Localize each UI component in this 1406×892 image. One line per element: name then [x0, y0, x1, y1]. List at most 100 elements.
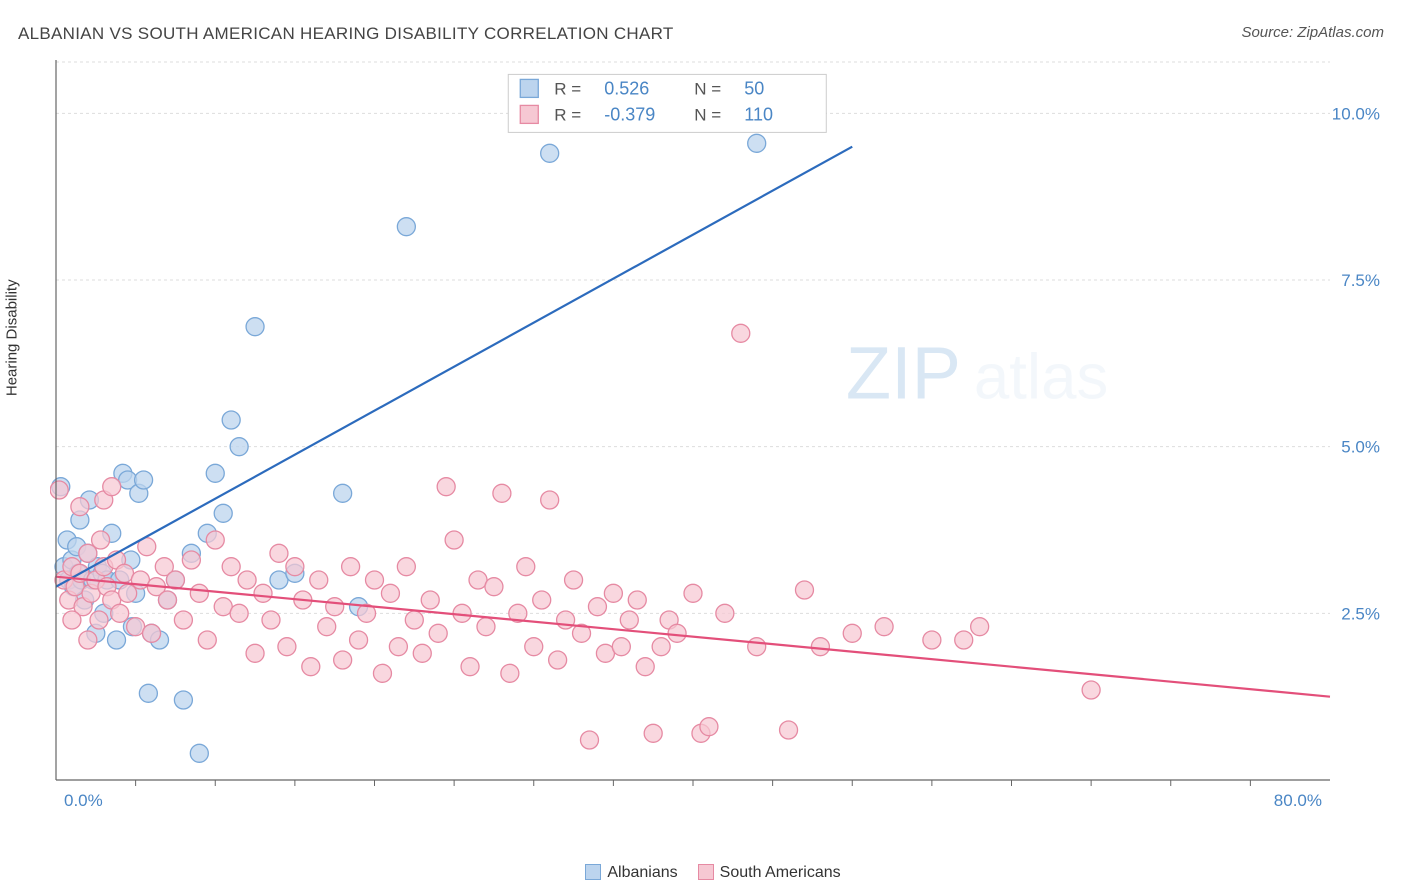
data-point: [533, 591, 551, 609]
legend-r-value: -0.379: [604, 104, 655, 124]
data-point: [541, 491, 559, 509]
scatter-plot: 2.5%5.0%7.5%10.0%ZIPatlas0.0%80.0%R =0.5…: [50, 52, 1390, 824]
data-point: [214, 504, 232, 522]
legend-n-label: N =: [694, 105, 721, 124]
data-point: [302, 658, 320, 676]
data-point: [628, 591, 646, 609]
data-point: [565, 571, 583, 589]
data-point: [230, 438, 248, 456]
data-point: [636, 658, 654, 676]
data-point: [182, 551, 200, 569]
data-point: [381, 584, 399, 602]
data-point: [310, 571, 328, 589]
data-point: [366, 571, 384, 589]
data-point: [334, 651, 352, 669]
legend-n-value: 50: [744, 78, 764, 98]
data-point: [254, 584, 272, 602]
data-point: [461, 658, 479, 676]
legend-label: Albanians: [607, 864, 677, 881]
data-point: [811, 638, 829, 656]
data-point: [477, 618, 495, 636]
data-point: [612, 638, 630, 656]
y-tick-label: 2.5%: [1341, 604, 1380, 623]
data-point: [334, 484, 352, 502]
data-point: [108, 631, 126, 649]
data-point: [79, 631, 97, 649]
data-point: [485, 578, 503, 596]
data-point: [373, 664, 391, 682]
data-point: [668, 624, 686, 642]
y-tick-label: 5.0%: [1341, 438, 1380, 457]
data-point: [748, 134, 766, 152]
data-point: [580, 731, 598, 749]
data-point: [780, 721, 798, 739]
data-point: [843, 624, 861, 642]
watermark: atlas: [974, 341, 1108, 412]
data-point: [92, 531, 110, 549]
watermark: ZIP: [846, 331, 961, 414]
data-point: [716, 604, 734, 622]
data-point: [525, 638, 543, 656]
legend-n-label: N =: [694, 79, 721, 98]
data-point: [684, 584, 702, 602]
data-point: [222, 411, 240, 429]
data-point: [111, 604, 129, 622]
data-point: [326, 598, 344, 616]
data-point: [278, 638, 296, 656]
chart-source: Source: ZipAtlas.com: [1241, 24, 1384, 41]
bottom-legend: Albanians South Americans: [0, 864, 1406, 882]
y-tick-label: 7.5%: [1341, 271, 1380, 290]
data-point: [652, 638, 670, 656]
legend-swatch: [585, 864, 601, 880]
data-point: [103, 478, 121, 496]
data-point: [604, 584, 622, 602]
data-point: [143, 624, 161, 642]
data-point: [389, 638, 407, 656]
legend-r-label: R =: [554, 105, 581, 124]
data-point: [1082, 681, 1100, 699]
data-point: [230, 604, 248, 622]
legend-r-label: R =: [554, 79, 581, 98]
data-point: [190, 744, 208, 762]
legend-r-value: 0.526: [604, 78, 649, 98]
data-point: [421, 591, 439, 609]
data-point: [493, 484, 511, 502]
data-point: [437, 478, 455, 496]
data-point: [174, 691, 192, 709]
data-point: [238, 571, 256, 589]
data-point: [135, 471, 153, 489]
data-point: [549, 651, 567, 669]
data-point: [270, 544, 288, 562]
data-point: [413, 644, 431, 662]
data-point: [174, 611, 192, 629]
data-point: [246, 644, 264, 662]
legend-swatch: [698, 864, 714, 880]
data-point: [342, 558, 360, 576]
data-point: [246, 318, 264, 336]
legend-swatch: [520, 79, 538, 97]
data-point: [286, 558, 304, 576]
y-axis-label: Hearing Disability: [4, 279, 21, 396]
data-point: [700, 718, 718, 736]
data-point: [206, 464, 224, 482]
data-point: [445, 531, 463, 549]
data-point: [748, 638, 766, 656]
data-point: [63, 611, 81, 629]
data-point: [198, 631, 216, 649]
data-point: [541, 144, 559, 162]
legend-label: South Americans: [720, 864, 841, 881]
data-point: [795, 581, 813, 599]
data-point: [318, 618, 336, 636]
data-point: [588, 598, 606, 616]
data-point: [923, 631, 941, 649]
data-point: [397, 218, 415, 236]
data-point: [71, 498, 89, 516]
data-point: [158, 591, 176, 609]
data-point: [620, 611, 638, 629]
data-point: [350, 631, 368, 649]
legend-n-value: 110: [744, 104, 773, 124]
chart-title: ALBANIAN VS SOUTH AMERICAN HEARING DISAB…: [18, 24, 674, 44]
data-point: [262, 611, 280, 629]
data-point: [397, 558, 415, 576]
data-point: [90, 611, 108, 629]
